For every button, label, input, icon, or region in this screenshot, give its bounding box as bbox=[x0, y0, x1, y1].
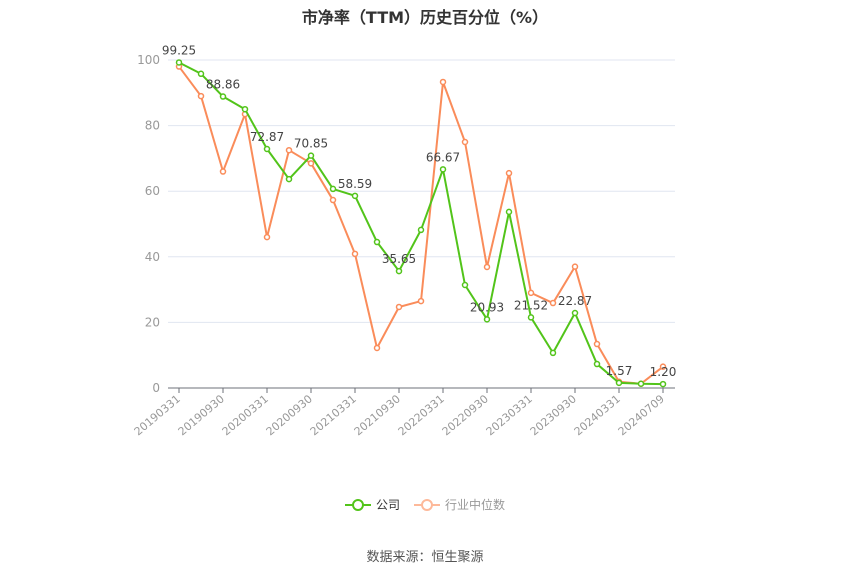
data-labels: 99.25 88.86 72.87 70.85 58.59 35.65 66.67 20.93… bbox=[162, 43, 677, 379]
data-point[interactable] bbox=[241, 105, 249, 113]
series-company bbox=[175, 59, 667, 388]
data-point[interactable] bbox=[263, 233, 271, 241]
legend: 公司 行业中位数 bbox=[0, 496, 850, 513]
data-label: 1.57 bbox=[606, 364, 633, 378]
legend-industry-line-icon bbox=[414, 498, 440, 511]
x-tick-label: 20220930 bbox=[440, 392, 491, 438]
data-point[interactable] bbox=[439, 166, 447, 173]
data-point[interactable] bbox=[483, 316, 491, 323]
x-tick-label: 20200930 bbox=[264, 392, 315, 438]
data-point[interactable] bbox=[571, 263, 579, 270]
data-point[interactable] bbox=[505, 208, 513, 216]
data-point[interactable] bbox=[175, 59, 183, 66]
legend-item-industry[interactable]: 行业中位数 bbox=[414, 496, 505, 513]
legend-industry-label: 行业中位数 bbox=[445, 498, 506, 512]
data-point[interactable] bbox=[329, 196, 337, 204]
data-point[interactable] bbox=[615, 379, 623, 387]
data-label: 66.67 bbox=[426, 150, 460, 164]
data-point[interactable] bbox=[197, 70, 205, 78]
data-point[interactable] bbox=[461, 138, 469, 146]
legend-company-line-icon bbox=[344, 498, 371, 511]
legend-item-company[interactable]: 公司 bbox=[344, 496, 400, 513]
data-point[interactable] bbox=[373, 344, 381, 352]
x-tick-label: 20190331 bbox=[132, 392, 183, 438]
data-point[interactable] bbox=[197, 92, 205, 100]
x-tick-label: 20240331 bbox=[572, 392, 623, 438]
data-source: 数据来源：恒生聚源 bbox=[366, 550, 484, 565]
data-point[interactable] bbox=[285, 175, 293, 183]
x-tick-label: 20210331 bbox=[308, 392, 359, 438]
data-label: 70.85 bbox=[294, 137, 328, 151]
chart-title: 市净率（TTM）历史百分位（%） bbox=[301, 8, 549, 27]
data-point[interactable] bbox=[219, 168, 227, 175]
grid-lines bbox=[168, 59, 675, 323]
data-label: 20.93 bbox=[470, 300, 504, 314]
y-tick-label: 0 bbox=[152, 381, 160, 395]
data-point[interactable] bbox=[593, 340, 601, 348]
x-tick-label: 20230331 bbox=[484, 392, 535, 438]
data-point[interactable] bbox=[505, 169, 513, 177]
data-label: 58.59 bbox=[338, 177, 372, 191]
y-tick-label: 20 bbox=[145, 315, 160, 329]
data-point[interactable] bbox=[395, 267, 403, 275]
x-tick-label: 20240709 bbox=[616, 392, 667, 438]
data-point[interactable] bbox=[351, 250, 359, 258]
data-label: 1.20 bbox=[650, 365, 677, 379]
data-point[interactable] bbox=[637, 380, 645, 387]
data-point[interactable] bbox=[417, 297, 425, 305]
data-point[interactable] bbox=[527, 314, 535, 321]
y-axis: 0 20 40 60 80 100 bbox=[137, 53, 160, 395]
data-point[interactable] bbox=[373, 238, 381, 246]
y-tick-label: 60 bbox=[145, 184, 160, 198]
data-point[interactable] bbox=[351, 192, 359, 200]
data-point[interactable] bbox=[461, 281, 469, 289]
data-label: 22.87 bbox=[558, 294, 592, 308]
data-label: 99.25 bbox=[162, 43, 196, 57]
data-point[interactable] bbox=[659, 380, 667, 388]
data-point[interactable] bbox=[571, 309, 579, 317]
y-tick-label: 40 bbox=[145, 250, 160, 264]
data-point[interactable] bbox=[395, 303, 403, 311]
data-point[interactable] bbox=[527, 289, 535, 297]
data-point[interactable] bbox=[285, 146, 293, 154]
data-point[interactable] bbox=[593, 360, 601, 368]
y-tick-label: 80 bbox=[145, 119, 160, 133]
data-point[interactable] bbox=[307, 160, 315, 167]
x-tick-label: 20230930 bbox=[528, 392, 579, 438]
data-point[interactable] bbox=[417, 226, 425, 234]
data-point[interactable] bbox=[659, 363, 667, 370]
x-tick-label: 20190930 bbox=[176, 392, 227, 438]
data-label: 35.65 bbox=[382, 252, 416, 266]
data-label: 72.87 bbox=[250, 130, 284, 144]
x-tick-label: 20220331 bbox=[396, 392, 447, 438]
data-point[interactable] bbox=[549, 349, 557, 357]
data-point[interactable] bbox=[483, 263, 491, 271]
data-point[interactable] bbox=[329, 185, 337, 193]
x-tick-label: 20200331 bbox=[220, 392, 271, 438]
y-tick-label: 100 bbox=[137, 53, 160, 67]
data-label: 21.52 bbox=[514, 298, 548, 312]
data-point[interactable] bbox=[263, 145, 271, 153]
series-industry-median bbox=[175, 63, 667, 387]
data-point[interactable] bbox=[439, 78, 447, 86]
x-axis: 2019033120190930202003312020093020210331… bbox=[132, 387, 675, 438]
data-point[interactable] bbox=[549, 299, 557, 307]
data-point[interactable] bbox=[307, 152, 315, 159]
x-tick-label: 20210930 bbox=[352, 392, 403, 438]
data-label: 88.86 bbox=[206, 78, 240, 92]
legend-company-label: 公司 bbox=[375, 498, 400, 512]
data-point[interactable] bbox=[219, 93, 227, 100]
